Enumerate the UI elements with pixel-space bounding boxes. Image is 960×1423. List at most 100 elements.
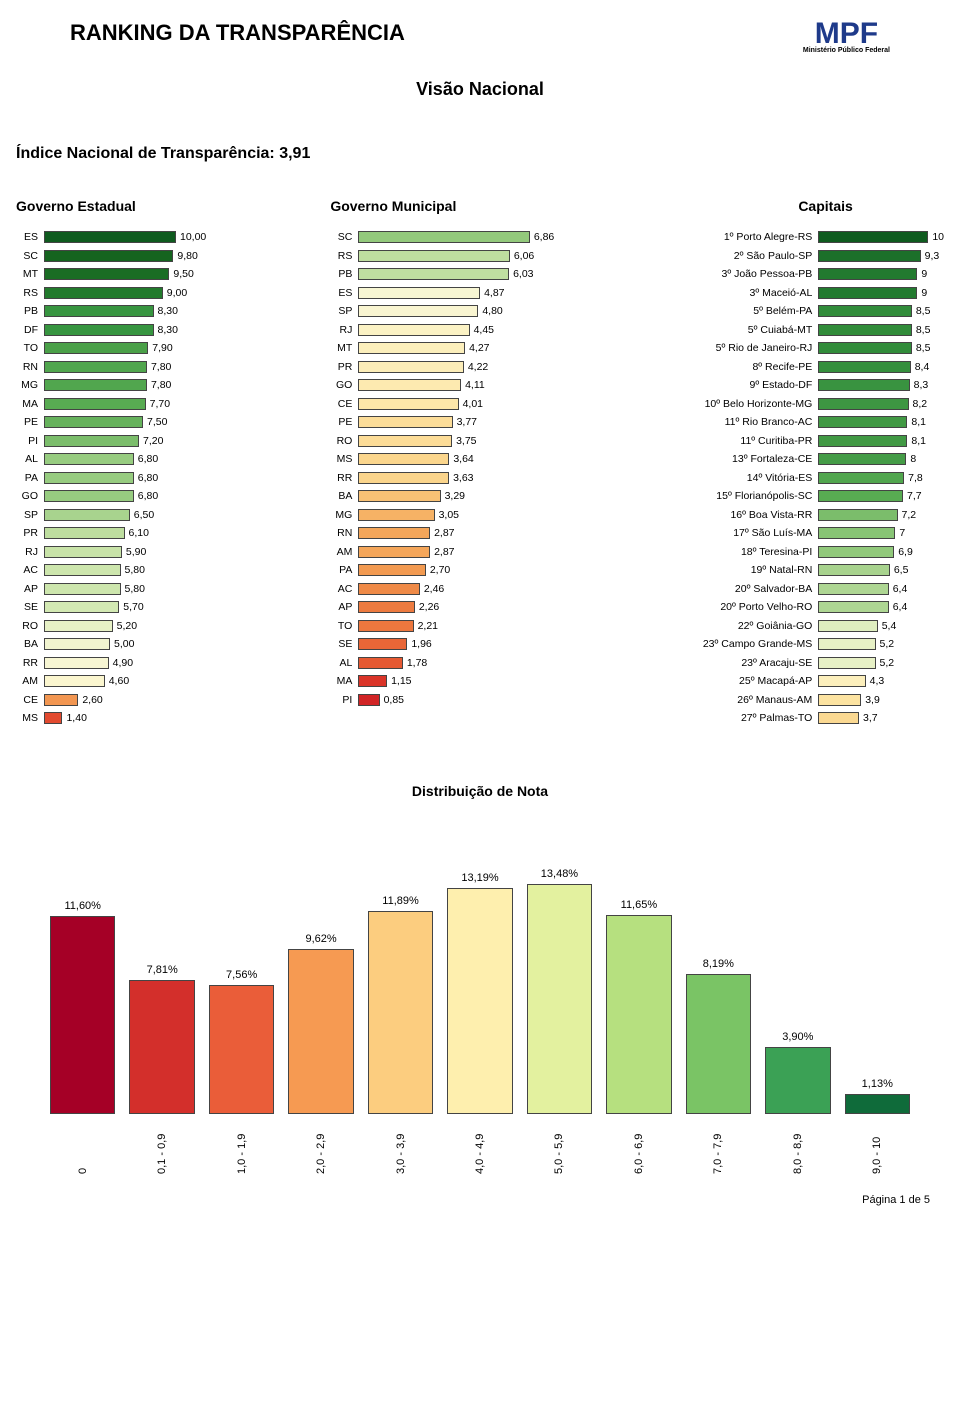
capitais-row-value: 8,5 — [912, 324, 931, 336]
municipal-row-label: RN — [330, 527, 358, 539]
estadual-row-label: CE — [16, 694, 44, 706]
estadual-row-value: 10,00 — [176, 231, 206, 243]
capitais-row-bar — [818, 601, 888, 613]
municipal-row-value: 2,46 — [420, 583, 444, 595]
capitais-row-label: 2º São Paulo-SP — [678, 250, 818, 262]
capitais-row: 14º Vitória-ES7,8 — [678, 469, 944, 488]
dist-bar-value: 7,81% — [147, 964, 178, 976]
municipal-row-label: AP — [330, 601, 358, 613]
municipal-row-value: 4,87 — [480, 287, 504, 299]
municipal-row-bar — [358, 287, 480, 299]
municipal-row-label: SE — [330, 638, 358, 650]
capitais-row-bar — [818, 675, 865, 687]
capitais-row-bar — [818, 324, 912, 336]
municipal-row: PB6,03 — [330, 265, 554, 284]
municipal-row-label: AL — [330, 657, 358, 669]
estadual-row: GO6,80 — [16, 487, 206, 506]
estadual-row-label: MT — [16, 268, 44, 280]
estadual-row-label: GO — [16, 490, 44, 502]
municipal-row-value: 1,96 — [407, 638, 431, 650]
municipal-row-label: RO — [330, 435, 358, 447]
dist-bar-category: 8,0 - 8,9 — [792, 1122, 804, 1174]
capitais-row-bar — [818, 231, 928, 243]
dist-bar-rect — [447, 888, 512, 1113]
estadual-row-label: MA — [16, 398, 44, 410]
estadual-row-bar — [44, 305, 154, 317]
capitais-row-bar — [818, 416, 907, 428]
estadual-row-label: RN — [16, 361, 44, 373]
estadual-row-value: 5,00 — [110, 638, 134, 650]
capitais-row: 23º Aracaju-SE5,2 — [678, 654, 944, 673]
municipal-row-value: 0,85 — [380, 694, 404, 706]
capitais-row-label: 23º Aracaju-SE — [678, 657, 818, 669]
municipal-row-label: AM — [330, 546, 358, 558]
municipal-row-value: 4,80 — [478, 305, 502, 317]
capitais-row-value: 3,9 — [861, 694, 880, 706]
estadual-row-value: 5,20 — [113, 620, 137, 632]
estadual-row-value: 5,80 — [121, 583, 145, 595]
estadual-row: MG7,80 — [16, 376, 206, 395]
municipal-row-label: MG — [330, 509, 358, 521]
municipal-row-bar — [358, 268, 509, 280]
capitais-row-value: 9,3 — [921, 250, 940, 262]
municipal-row: RO3,75 — [330, 432, 554, 451]
municipal-row-bar — [358, 231, 530, 243]
municipal-row-value: 3,63 — [449, 472, 473, 484]
capitais-row-value: 7,7 — [903, 490, 922, 502]
municipal-row: AC2,46 — [330, 580, 554, 599]
capitais-row-value: 5,2 — [876, 638, 895, 650]
capitais-row: 5º Belém-PA 8,5 — [678, 302, 944, 321]
col-municipal: Governo Municipal SC6,86RS6,06PB6,03ES4,… — [330, 198, 554, 728]
dist-bar-rect — [209, 985, 274, 1114]
estadual-row: PA6,80 — [16, 469, 206, 488]
estadual-row: ES10,00 — [16, 228, 206, 247]
capitais-row-bar — [818, 453, 906, 465]
municipal-row-bar — [358, 638, 407, 650]
capitais-row-value: 7 — [895, 527, 905, 539]
municipal-row-label: PB — [330, 268, 358, 280]
municipal-row: MA1,15 — [330, 672, 554, 691]
municipal-row-value: 3,64 — [449, 453, 473, 465]
municipal-row-bar — [358, 472, 449, 484]
capitais-row-bar — [818, 472, 904, 484]
dist-bar-category: 0,1 - 0,9 — [156, 1122, 168, 1174]
capitais-row: 3º Maceió-AL9 — [678, 284, 944, 303]
capitais-row: 18º Teresina-PI6,9 — [678, 543, 944, 562]
capitais-row-value: 6,4 — [889, 601, 908, 613]
dist-bar-category: 6,0 - 6,9 — [633, 1122, 645, 1174]
capitais-row: 20º Salvador-BA6,4 — [678, 580, 944, 599]
capitais-row: 2º São Paulo-SP 9,3 — [678, 247, 944, 266]
estadual-row-bar — [44, 694, 78, 706]
estadual-row: PE7,50 — [16, 413, 206, 432]
municipal-row-value: 3,29 — [441, 490, 465, 502]
municipal-row-bar — [358, 657, 403, 669]
dist-bar-category: 2,0 - 2,9 — [315, 1122, 327, 1174]
capitais-row-bar — [818, 509, 897, 521]
estadual-row-bar — [44, 361, 147, 373]
capitais-row-label: 11º Rio Branco-AC — [678, 416, 818, 428]
subtitle: Visão Nacional — [10, 79, 950, 100]
estadual-row: TO7,90 — [16, 339, 206, 358]
capitais-row-value: 8,5 — [912, 305, 931, 317]
municipal-row: PE3,77 — [330, 413, 554, 432]
col-estadual-title: Governo Estadual — [16, 198, 206, 214]
municipal-row-bar — [358, 250, 510, 262]
estadual-row-label: DF — [16, 324, 44, 336]
capitais-row-value: 6,5 — [890, 564, 909, 576]
municipal-row: MS3,64 — [330, 450, 554, 469]
municipal-row: SP4,80 — [330, 302, 554, 321]
capitais-row-label: 5º Belém-PA — [678, 305, 818, 317]
estadual-row-label: AM — [16, 675, 44, 687]
municipal-row: PA2,70 — [330, 561, 554, 580]
estadual-row: SE5,70 — [16, 598, 206, 617]
municipal-row: RS6,06 — [330, 247, 554, 266]
municipal-row-value: 3,05 — [435, 509, 459, 521]
capitais-row: 8º Recife-PE8,4 — [678, 358, 944, 377]
estadual-row-bar — [44, 379, 147, 391]
capitais-row-bar — [818, 638, 875, 650]
capitais-row: 13º Fortaleza-CE8 — [678, 450, 944, 469]
estadual-row-bar — [44, 472, 134, 484]
capitais-row-value: 9 — [917, 268, 927, 280]
estadual-row-value: 7,50 — [143, 416, 167, 428]
estadual-row: MT9,50 — [16, 265, 206, 284]
